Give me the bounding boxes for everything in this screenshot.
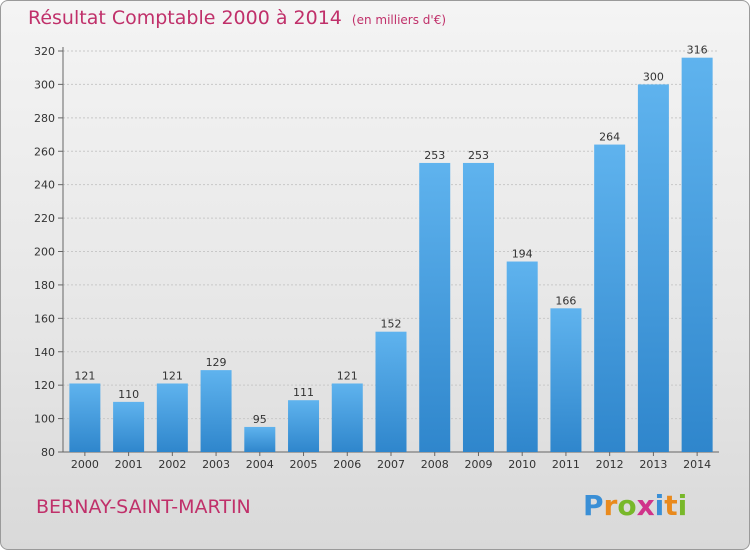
y-tick-label: 180 — [34, 279, 55, 292]
data-label: 152 — [381, 318, 402, 331]
y-tick-label: 160 — [34, 312, 55, 325]
bar — [244, 426, 276, 452]
bar — [637, 84, 669, 453]
y-tick-label: 260 — [34, 145, 55, 158]
x-tick-label: 2011 — [552, 458, 580, 471]
x-tick-label: 2002 — [158, 458, 186, 471]
bar — [200, 370, 232, 452]
y-tick-label: 220 — [34, 212, 55, 225]
x-tick-label: 2008 — [421, 458, 449, 471]
brand-letter: r — [603, 489, 618, 522]
data-label: 300 — [643, 70, 664, 83]
x-tick-label: 2012 — [596, 458, 624, 471]
data-label: 121 — [162, 369, 183, 382]
brand-letter: i — [677, 489, 688, 522]
y-tick-label: 80 — [41, 446, 55, 459]
bar — [156, 383, 188, 452]
y-tick-label: 120 — [34, 379, 55, 392]
data-label: 111 — [293, 386, 314, 399]
bar — [550, 308, 582, 452]
data-label: 121 — [337, 369, 358, 382]
x-tick-label: 2004 — [246, 458, 274, 471]
bar — [506, 261, 538, 452]
data-label: 110 — [118, 388, 139, 401]
brand-letter: P — [583, 489, 604, 522]
bar — [462, 162, 494, 452]
bar — [375, 331, 407, 452]
y-tick-label: 200 — [34, 246, 55, 259]
bar — [681, 57, 713, 452]
chart-title: Résultat Comptable 2000 à 2014 — [28, 7, 342, 29]
bar — [594, 144, 626, 453]
y-tick-label: 320 — [34, 45, 55, 58]
proxiti-logo: Proxiti — [583, 489, 687, 522]
data-label: 264 — [599, 131, 620, 144]
bar — [113, 401, 145, 452]
title-block: Résultat Comptable 2000 à 2014 (en millie… — [28, 7, 446, 29]
data-label: 253 — [424, 149, 445, 162]
bar — [331, 383, 363, 452]
y-tick-label: 100 — [34, 413, 55, 426]
data-label: 194 — [512, 248, 533, 261]
x-tick-label: 2010 — [508, 458, 536, 471]
brand-letter: o — [617, 489, 637, 522]
x-tick-label: 2001 — [115, 458, 143, 471]
brand-letter: i — [654, 489, 665, 522]
y-tick-label: 240 — [34, 179, 55, 192]
brand-letter: x — [636, 489, 655, 522]
data-label: 166 — [555, 294, 576, 307]
x-tick-label: 2006 — [333, 458, 361, 471]
x-tick-label: 2014 — [683, 458, 711, 471]
y-tick-label: 300 — [34, 78, 55, 91]
x-tick-label: 2000 — [71, 458, 99, 471]
bar — [288, 400, 320, 452]
data-label: 253 — [468, 149, 489, 162]
data-label: 316 — [687, 44, 708, 57]
x-tick-label: 2013 — [639, 458, 667, 471]
x-tick-label: 2009 — [464, 458, 492, 471]
x-tick-label: 2007 — [377, 458, 405, 471]
data-label: 121 — [74, 369, 95, 382]
x-tick-label: 2003 — [202, 458, 230, 471]
data-label: 95 — [253, 413, 267, 426]
chart-subtitle: (en milliers d'€) — [351, 13, 447, 27]
y-tick-label: 140 — [34, 346, 55, 359]
brand-letter: t — [664, 489, 678, 522]
bar — [419, 162, 451, 452]
bar — [69, 383, 101, 452]
y-tick-label: 280 — [34, 112, 55, 125]
commune-name: BERNAY-SAINT-MARTIN — [36, 496, 251, 518]
x-tick-label: 2005 — [290, 458, 318, 471]
data-label: 129 — [206, 356, 227, 369]
